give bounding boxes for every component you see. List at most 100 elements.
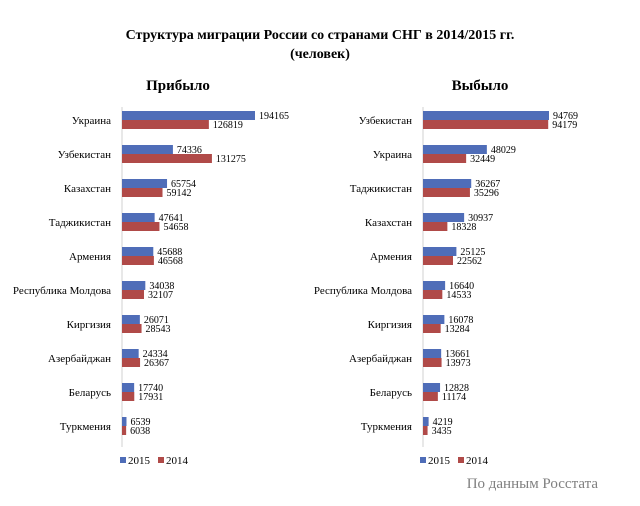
category-label-departed: Казахстан (365, 217, 412, 229)
source-note: По данным Росстата (466, 476, 598, 492)
data-label-departed-2014: 11174 (442, 392, 466, 403)
chart-title: Структура миграции России со странами СН… (0, 26, 640, 64)
bar-arrived-2014 (122, 120, 209, 129)
data-label-arrived-2015: 17740 (138, 383, 163, 394)
data-label-arrived-2014: 59142 (167, 188, 192, 199)
category-label-departed: Украина (373, 149, 412, 161)
bar-departed-2014 (423, 188, 470, 197)
data-label-departed-2015: 4219 (433, 417, 453, 428)
category-label-arrived: Азербайджан (48, 353, 111, 365)
data-label-arrived-2014: 126819 (213, 120, 243, 131)
data-label-arrived-2015: 6539 (130, 417, 150, 428)
panel-title-arrived: Прибыло (146, 78, 210, 94)
bar-arrived-2015 (122, 315, 140, 324)
bar-arrived-2015 (122, 145, 173, 154)
bar-departed-2015 (423, 145, 487, 154)
data-label-departed-2014: 94179 (552, 120, 577, 131)
bar-departed-2015 (423, 417, 429, 426)
legend-label-2014: 2014 (466, 455, 489, 467)
data-label-arrived-2014: 28543 (146, 324, 171, 335)
bar-arrived-2014 (122, 256, 154, 265)
data-label-arrived-2014: 17931 (138, 392, 163, 403)
data-label-arrived-2015: 24334 (143, 349, 168, 360)
bar-departed-2014 (423, 222, 448, 231)
bar-arrived-2015 (122, 383, 135, 392)
bar-departed-2014 (423, 324, 441, 333)
bar-arrived-2014 (122, 222, 160, 231)
data-label-departed-2014: 3435 (432, 426, 452, 437)
data-label-arrived-2014: 54658 (163, 222, 188, 233)
data-label-arrived-2015: 47641 (159, 213, 184, 224)
data-label-departed-2014: 13973 (446, 358, 471, 369)
data-label-departed-2015: 48029 (491, 145, 516, 156)
bar-arrived-2015 (122, 247, 154, 256)
bar-arrived-2015 (122, 111, 255, 120)
legend-label-2015: 2015 (428, 455, 451, 467)
chart-title-line1: Структура миграции России со странами СН… (125, 28, 515, 43)
bar-departed-2014 (423, 290, 443, 299)
category-label-departed: Таджикистан (350, 183, 412, 195)
bar-departed-2014 (423, 392, 438, 401)
bar-arrived-2015 (122, 349, 139, 358)
category-label-arrived: Беларусь (69, 387, 111, 399)
panel-title-departed: Выбыло (452, 78, 509, 94)
data-label-arrived-2015: 74336 (177, 145, 202, 156)
category-label-departed: Туркмения (361, 421, 412, 433)
category-label-departed: Киргизия (368, 319, 412, 331)
legend-swatch-2015 (120, 457, 126, 463)
data-label-departed-2015: 16640 (449, 281, 474, 292)
bar-departed-2015 (423, 349, 442, 358)
category-label-arrived: Киргизия (67, 319, 111, 331)
category-label-arrived: Армения (69, 251, 111, 263)
bar-arrived-2014 (122, 188, 163, 197)
category-label-arrived: Узбекистан (58, 149, 111, 161)
data-label-departed-2015: 12828 (444, 383, 469, 394)
bar-arrived-2014 (122, 426, 127, 435)
data-label-arrived-2015: 34038 (149, 281, 174, 292)
data-label-departed-2015: 94769 (553, 111, 578, 122)
category-label-departed: Армения (370, 251, 412, 263)
data-label-departed-2015: 30937 (468, 213, 493, 224)
bar-arrived-2014 (122, 324, 142, 333)
data-label-arrived-2015: 26071 (144, 315, 169, 326)
data-label-departed-2015: 13661 (445, 349, 470, 360)
category-label-arrived: Туркмения (60, 421, 111, 433)
data-label-departed-2014: 22562 (457, 256, 482, 267)
bar-departed-2014 (423, 358, 442, 367)
data-label-arrived-2014: 6038 (130, 426, 150, 437)
bar-departed-2015 (423, 281, 446, 290)
category-label-departed: Беларусь (370, 387, 412, 399)
category-label-departed: Азербайджан (349, 353, 412, 365)
category-label-arrived: Таджикистан (49, 217, 111, 229)
bar-departed-2015 (423, 315, 445, 324)
data-label-arrived-2014: 26367 (144, 358, 169, 369)
bar-arrived-2015 (122, 281, 146, 290)
bar-departed-2014 (423, 154, 467, 163)
data-label-departed-2015: 25125 (460, 247, 485, 258)
data-label-departed-2014: 14533 (446, 290, 471, 301)
bar-arrived-2014 (122, 392, 135, 401)
data-label-arrived-2014: 46568 (158, 256, 183, 267)
data-label-arrived-2015: 194165 (259, 111, 289, 122)
bar-arrived-2014 (122, 358, 141, 367)
bar-departed-2014 (423, 120, 549, 129)
bar-departed-2015 (423, 247, 457, 256)
legend-swatch-2014 (158, 457, 164, 463)
data-label-departed-2014: 18328 (451, 222, 476, 233)
chart-title-line2: (человек) (290, 47, 350, 62)
category-label-arrived: Казахстан (64, 183, 111, 195)
legend-label-2015: 2015 (128, 455, 151, 467)
bar-departed-2015 (423, 111, 549, 120)
data-label-arrived-2014: 32107 (148, 290, 173, 301)
data-label-departed-2014: 13284 (445, 324, 470, 335)
legend-label-2014: 2014 (166, 455, 189, 467)
bar-arrived-2014 (122, 154, 212, 163)
legend-swatch-2014 (458, 457, 464, 463)
category-label-arrived: Республика Молдова (13, 285, 111, 297)
data-label-arrived-2015: 65754 (171, 179, 196, 190)
category-label-departed: Узбекистан (359, 115, 412, 127)
category-label-departed: Республика Молдова (314, 285, 412, 297)
bar-arrived-2015 (122, 417, 127, 426)
data-label-departed-2015: 16078 (448, 315, 473, 326)
